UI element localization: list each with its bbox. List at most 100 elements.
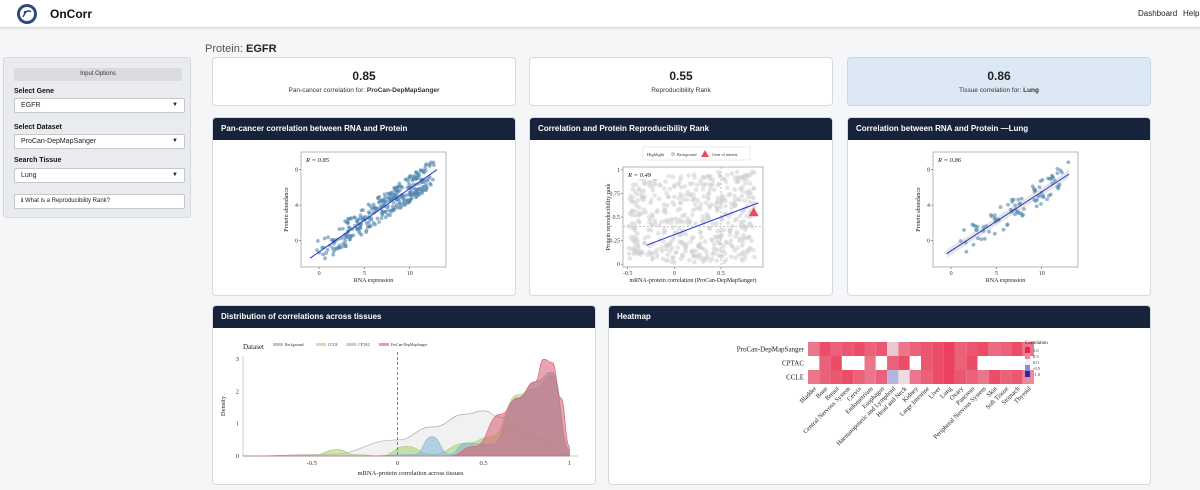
heatmap-cell (988, 370, 1001, 384)
gene-select[interactable]: EGFR ▼ (14, 98, 185, 113)
data-point (661, 230, 666, 235)
x-tick-label: 0.5 (479, 460, 487, 467)
data-point (632, 208, 638, 214)
data-point (633, 200, 638, 205)
stat-caption-bold: Lung (1023, 87, 1039, 94)
chevron-down-icon: ▼ (172, 172, 178, 178)
data-point (355, 218, 360, 223)
nav-help-link[interactable]: Help (1183, 9, 1200, 18)
data-point (746, 235, 751, 240)
data-point (417, 173, 421, 178)
oncorr-logo-icon[interactable] (16, 3, 38, 25)
data-point (707, 204, 713, 210)
data-point (632, 246, 637, 251)
regression-line (646, 202, 759, 246)
data-point (718, 203, 723, 208)
data-point (1036, 194, 1041, 199)
data-point (627, 196, 632, 201)
data-point (1008, 207, 1013, 212)
heatmap-cell (1011, 342, 1023, 356)
data-point (971, 242, 976, 247)
data-point (641, 240, 647, 246)
data-point (743, 172, 748, 178)
data-point (739, 243, 745, 249)
data-point (366, 202, 371, 207)
data-point (1037, 185, 1042, 189)
data-point (724, 240, 729, 246)
data-point (736, 252, 742, 257)
data-point (315, 248, 319, 253)
data-point (371, 202, 376, 207)
heatmap-cell (853, 370, 865, 384)
data-point (974, 227, 979, 232)
stat-value: 0.86 (987, 69, 1011, 83)
y-tick-label: 0 (236, 453, 239, 460)
data-point (406, 179, 411, 184)
data-point (655, 231, 661, 236)
heatmap-cell (1011, 370, 1023, 384)
data-point (366, 210, 371, 215)
plot-panel (932, 151, 1079, 268)
legend-swatch (346, 343, 357, 346)
data-point (640, 210, 645, 216)
data-point (680, 213, 685, 219)
data-point (744, 248, 750, 254)
reproducibility-info-button[interactable]: ℹ︎ What is a Reproducibility Rank? (14, 194, 185, 209)
data-point (664, 190, 669, 196)
data-point (383, 209, 388, 214)
data-point (970, 222, 975, 227)
data-point (720, 217, 725, 223)
data-point (351, 233, 356, 238)
data-point (665, 252, 671, 258)
legend-title: Dataset (243, 343, 264, 351)
data-point (626, 223, 632, 229)
data-point (1034, 204, 1039, 209)
x-tick-label: 10 (1039, 271, 1045, 277)
data-point (358, 213, 363, 218)
data-point (725, 220, 731, 225)
data-point (377, 195, 382, 199)
data-point (721, 176, 726, 182)
data-point (1045, 197, 1050, 202)
data-point (987, 229, 992, 234)
data-point (631, 238, 637, 244)
nav-dashboard-link[interactable]: Dashboard (1138, 9, 1178, 18)
data-point (347, 237, 352, 242)
heatmap-cell (909, 342, 921, 356)
data-point (388, 191, 393, 195)
data-point (391, 200, 396, 205)
dataset-select[interactable]: ProCan-DepMapSanger ▼ (14, 134, 185, 149)
data-point (358, 224, 362, 229)
stat-card-reproducibility: 0.55 Reproducibility Rank (529, 57, 833, 106)
data-point (1019, 196, 1024, 201)
heatmap-cell (898, 356, 910, 370)
lung-scatter-chart: 0 5 10 0 4 8 RNA expression Protein abundance R … (916, 151, 1079, 284)
tissue-select[interactable]: Lung ▼ (14, 168, 185, 183)
stat-card-tissue: 0.86 Tissue correlation for: Lung (847, 57, 1151, 106)
data-point (716, 169, 721, 175)
stat-caption-text: Pan-cancer correlation for: (288, 87, 366, 94)
data-point (424, 162, 429, 166)
card-title: Correlation between RNA and Protein —Lun… (848, 118, 1150, 140)
data-point (1056, 186, 1061, 191)
heatmap-cell (887, 370, 899, 384)
data-point (719, 254, 724, 259)
data-point (321, 252, 326, 257)
data-point (343, 238, 348, 243)
data-point (751, 186, 756, 191)
brand-name[interactable]: OnCorr (50, 7, 92, 21)
data-point (1013, 203, 1018, 208)
tissue-label: Search Tissue (14, 157, 62, 164)
data-point (705, 195, 711, 200)
heatmap-cell (808, 356, 820, 370)
data-point (347, 225, 351, 230)
reproducibility-scatter-chart: Highlight Background Gene of interest-0.5 0… (606, 146, 764, 284)
chevron-down-icon: ▼ (172, 138, 178, 144)
data-point (396, 184, 400, 189)
data-point (703, 200, 709, 206)
data-point (325, 247, 330, 252)
heatmap-cell (830, 370, 842, 384)
data-point (733, 255, 738, 261)
data-point (420, 168, 425, 173)
data-point (744, 190, 749, 196)
